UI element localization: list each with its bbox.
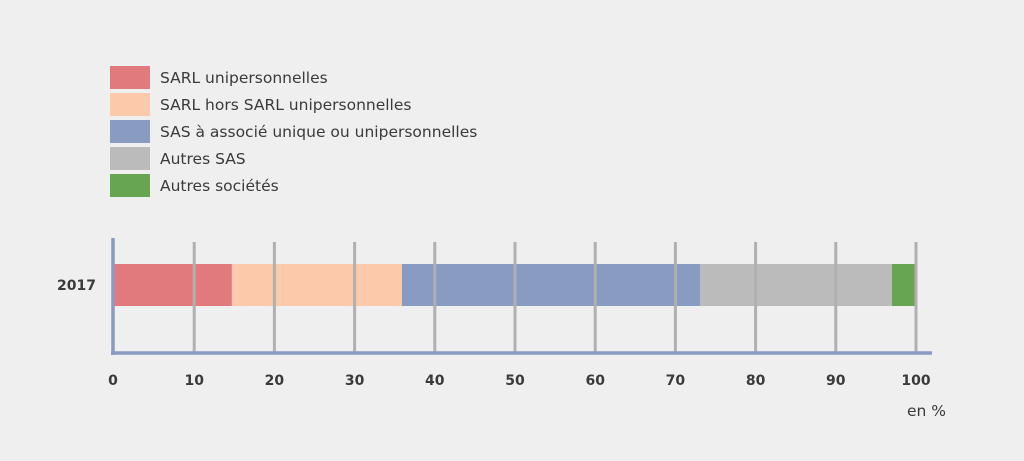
x-tick-label: 40 [425, 373, 445, 389]
legend-item-sarl-unipersonnelles: SARL unipersonnelles [110, 64, 477, 91]
axis-labels: 0 10 20 30 40 50 60 70 80 90 100 2017 en % [57, 278, 946, 420]
bar-segment-sarl-hors-sarl-unipersonnelles [231, 264, 402, 306]
x-tick-label: 60 [585, 373, 605, 389]
legend-swatch [110, 93, 150, 116]
x-tick-label: 100 [901, 373, 930, 389]
bar-segment-autres-sas [700, 264, 892, 306]
legend-item-sas-a-associe-unique-ou-unipersonnelles: SAS à associé unique ou unipersonnelles [110, 118, 477, 145]
legend-label: SAS à associé unique ou unipersonnelles [160, 122, 478, 141]
legend-swatch [110, 174, 150, 197]
bars [114, 264, 916, 306]
x-tick-label: 90 [826, 373, 846, 389]
x-tick-label: 50 [505, 373, 525, 389]
legend-label: Autres SAS [160, 149, 246, 168]
legend-swatch [110, 120, 150, 143]
x-tick-label: 30 [345, 373, 365, 389]
x-tick-label: 0 [108, 373, 118, 389]
legend-label: SARL unipersonnelles [160, 68, 328, 87]
x-tick-label: 80 [746, 373, 766, 389]
bar-segment-sas-a-associe-unique-ou-unipersonnelles [401, 264, 701, 306]
bar-segment-sarl-unipersonnelles [114, 264, 232, 306]
x-unit-label: en % [907, 402, 946, 420]
x-tick-label: 20 [265, 373, 285, 389]
legend-item-sarl-hors-sarl-unipersonnelles: SARL hors SARL unipersonnelles [110, 91, 477, 118]
y-category-label: 2017 [57, 278, 96, 294]
legend-label: Autres sociétés [160, 176, 279, 195]
legend-swatch [110, 66, 150, 89]
x-tick-label: 10 [184, 373, 204, 389]
bar-segment-autres-societes [891, 264, 916, 306]
legend-item-autres-sas: Autres SAS [110, 145, 477, 172]
axes [111, 238, 932, 355]
gridlines [192, 242, 918, 352]
x-tick-label: 70 [666, 373, 686, 389]
legend-swatch [110, 147, 150, 170]
legend-label: SARL hors SARL unipersonnelles [160, 95, 412, 114]
legend-item-autres-societes: Autres sociétés [110, 172, 477, 199]
chart-legend: SARL unipersonnelles SARL hors SARL unipe… [110, 64, 477, 199]
